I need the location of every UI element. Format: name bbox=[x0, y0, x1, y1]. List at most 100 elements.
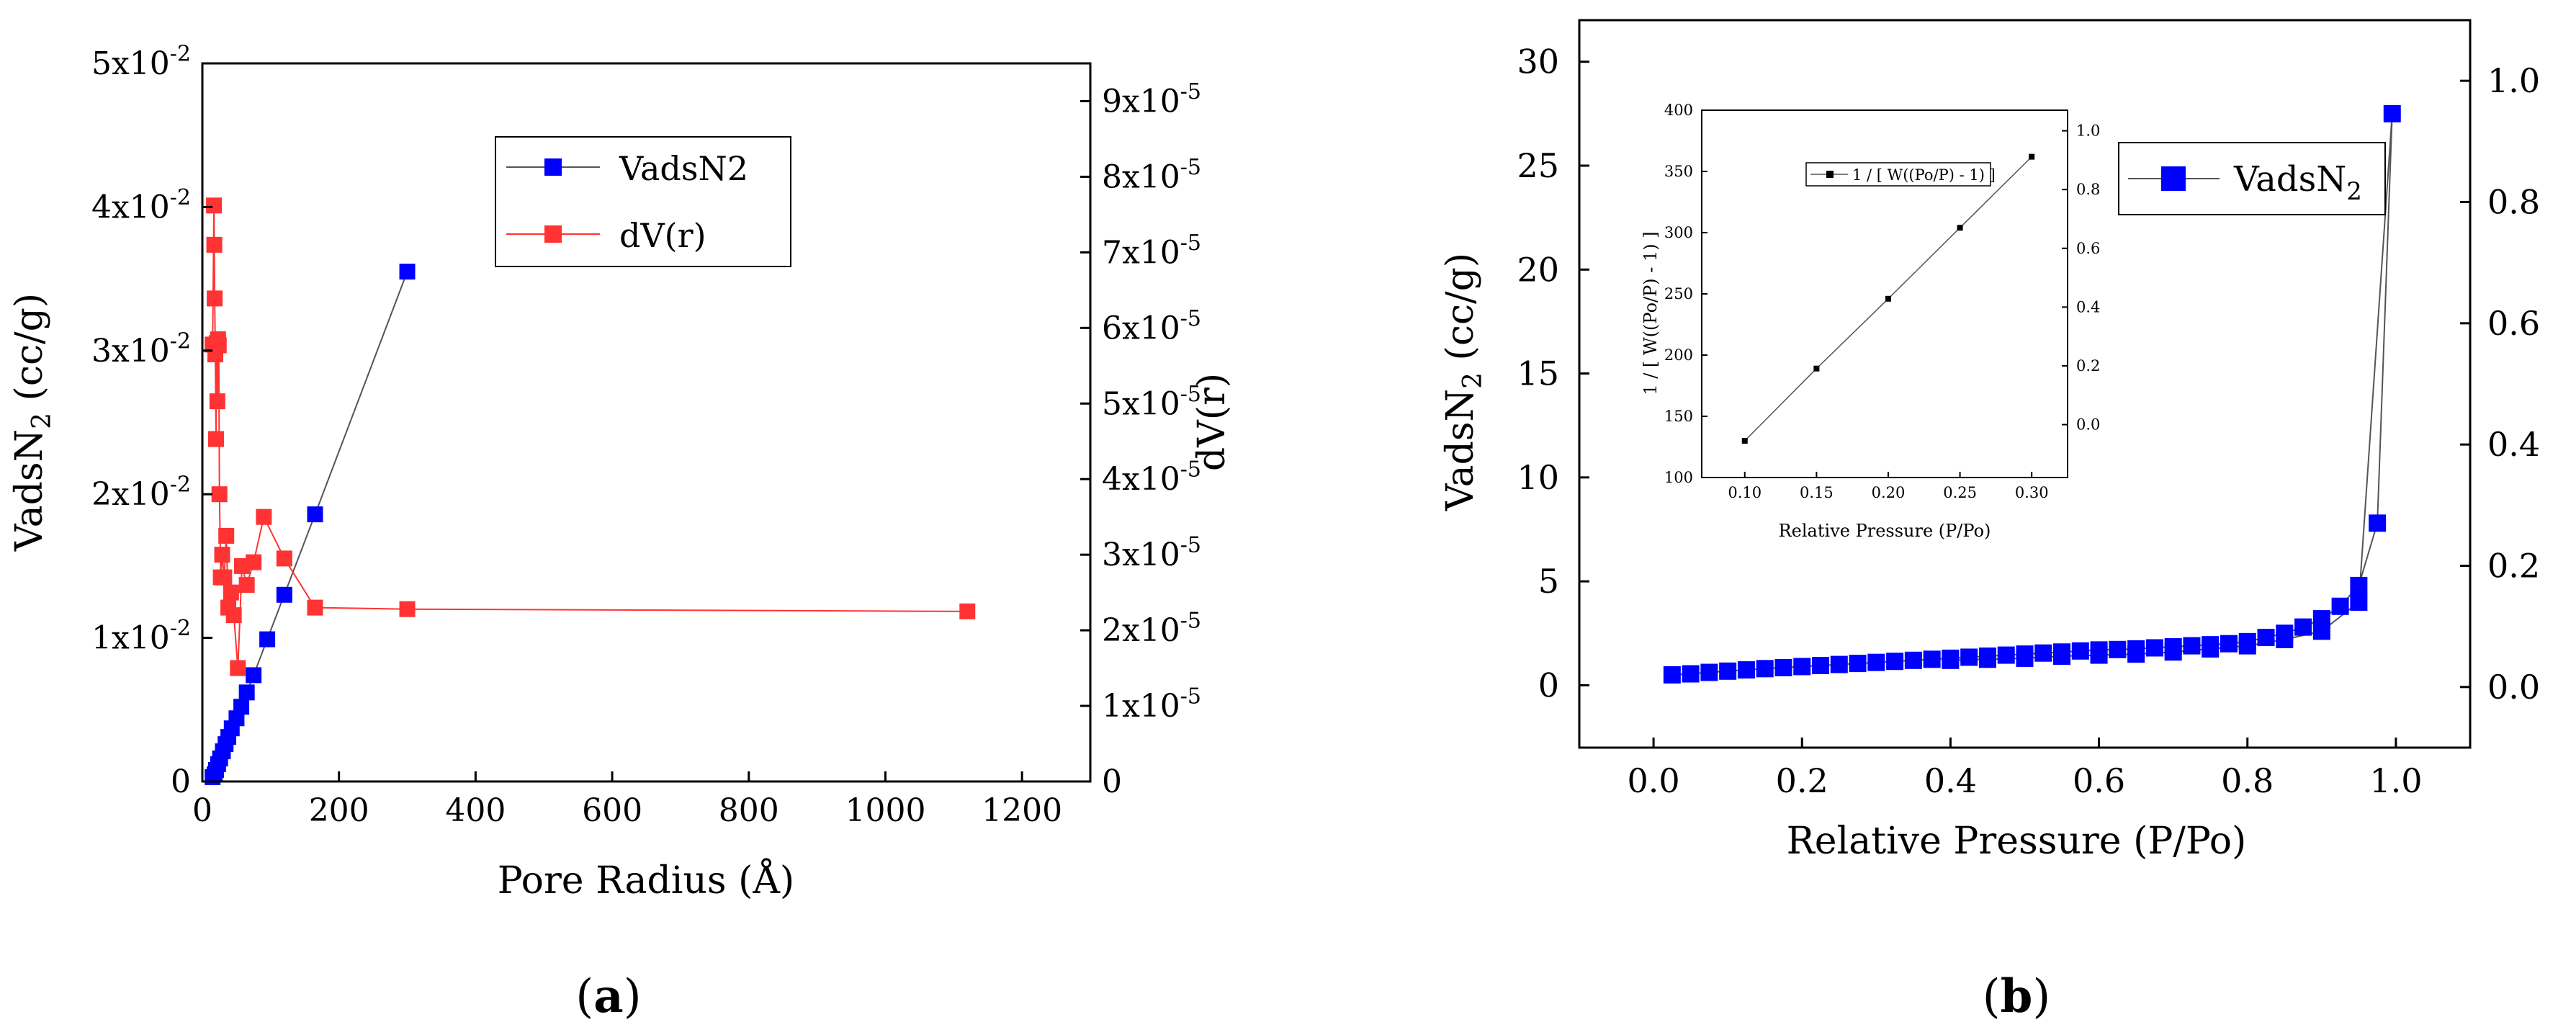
panel-a-y-tick-label-right: 2x10-5 bbox=[1102, 609, 1201, 649]
panel-a-point-dv bbox=[959, 603, 976, 619]
panel-b-adsorption-point bbox=[2145, 639, 2163, 657]
panel-b-plot-frame bbox=[1578, 19, 2472, 749]
panel-b-adsorption-point bbox=[2350, 576, 2368, 594]
inset-y-tick-label: 100 bbox=[1664, 469, 1693, 486]
inset-x-tick-label: 0.25 bbox=[1943, 484, 1977, 501]
panel-a-point-vads bbox=[246, 667, 262, 684]
panel-a-point-vads bbox=[399, 264, 416, 280]
panel-a-point-dv bbox=[225, 607, 242, 624]
panel-b-inset: 0.10 0.15 0.20 0.25 0.30 100 150 200 250 300 350 4… bbox=[1641, 102, 2100, 541]
panel-b-adsorption-point bbox=[2220, 635, 2238, 653]
panel-b-y-ticks-right: 0.0 0.2 0.4 0.6 0.8 1.0 bbox=[2460, 61, 2540, 707]
panel-b-adsorption-point bbox=[2383, 104, 2401, 122]
panel-a-y-axis-label-right: dV(r) bbox=[1190, 373, 1234, 471]
panel-a-legend-marker-vads bbox=[544, 158, 562, 176]
panel-b-adsorption-point bbox=[1960, 648, 1978, 666]
panel-a-y-tick-label-right: 6x10-5 bbox=[1102, 306, 1201, 346]
panel-b-y-tick-label-right: 0.8 bbox=[2487, 183, 2540, 222]
panel-a-point-dv bbox=[214, 547, 230, 563]
panel-a-legend-label-dv: dV(r) bbox=[619, 216, 706, 255]
panel-a-y-tick-label-left: 2x10-2 bbox=[91, 472, 191, 513]
panel-a-y-tick-label-right: 4x10-5 bbox=[1102, 457, 1201, 498]
panel-b-adsorption-point bbox=[1793, 658, 1811, 676]
inset-y-tick-label-right: 1.0 bbox=[2076, 122, 2100, 140]
inset-y-ticks-right: 0.0 0.2 0.4 0.6 0.8 1.0 bbox=[2062, 122, 2100, 434]
panel-a-y-tick-label-left: 1x10-2 bbox=[91, 616, 191, 656]
panel-b-adsorption-point bbox=[1978, 648, 1996, 666]
inset-x-tick-label: 0.30 bbox=[2015, 484, 2049, 501]
panel-b-adsorption-point bbox=[1849, 655, 1867, 673]
panel-b-adsorption-point bbox=[1737, 661, 1755, 679]
panel-a-point-dv bbox=[209, 393, 225, 410]
panel-a-y-tick-label-right: 5x10-5 bbox=[1102, 382, 1201, 422]
panel-a-point-vads bbox=[307, 506, 323, 523]
panel-b-adsorption-point bbox=[2016, 645, 2034, 663]
panel-a-y-tick-label-right: 0 bbox=[1102, 763, 1122, 800]
panel-b-adsorption-point bbox=[1830, 655, 1848, 673]
panel-a-x-tick-label: 400 bbox=[445, 792, 506, 829]
panel-b-series bbox=[1663, 104, 2401, 684]
panel-b-y-tick-label-right: 0.4 bbox=[2487, 425, 2540, 464]
panel-b-adsorption-point bbox=[1942, 649, 1960, 667]
inset-legend-marker bbox=[1826, 171, 1834, 178]
panel-b-y-tick-label-right: 0.2 bbox=[2487, 547, 2540, 586]
panel-a-y-tick-label-left: 3x10-2 bbox=[91, 328, 191, 369]
inset-y-tick-label: 350 bbox=[1664, 163, 1693, 180]
inset-y-tick-label-right: 0.8 bbox=[2076, 181, 2100, 198]
panel-b-y-tick-label-right: 0.6 bbox=[2487, 304, 2540, 343]
panel-b-adsorption-point bbox=[2257, 629, 2275, 647]
panel-b-adsorption-point bbox=[1682, 665, 1700, 683]
panel-b-y-tick-label: 5 bbox=[1538, 562, 1559, 601]
panel-b-legend-label: VadsN2 bbox=[2233, 159, 2362, 206]
panel-b-adsorption-point bbox=[2331, 597, 2349, 615]
panel-b-adsorption-point bbox=[2090, 641, 2108, 659]
panel-a-label: (a) bbox=[575, 969, 641, 1023]
panel-a-point-dv bbox=[276, 550, 292, 567]
panel-b-adsorption-point bbox=[1700, 663, 1718, 681]
panel-a-point-vads bbox=[233, 699, 250, 715]
panel-b-y-ticks-left: 0 5 10 15 20 25 30 bbox=[1517, 42, 1589, 704]
panel-b-adsorption-point bbox=[1756, 660, 1774, 678]
panel-a-y-tick-label-left: 4x10-2 bbox=[91, 185, 191, 225]
inset-point bbox=[1957, 225, 1963, 231]
inset-x-tick-label: 0.20 bbox=[1872, 484, 1906, 501]
inset-point bbox=[1885, 295, 1891, 302]
inset-point bbox=[2029, 153, 2035, 160]
panel-b-adsorption-point bbox=[1867, 653, 1885, 671]
panel-a-y-tick-label-right: 9x10-5 bbox=[1102, 79, 1201, 120]
panel-b-adsorption-point bbox=[2164, 638, 2182, 656]
panel-b-adsorption-point bbox=[2276, 624, 2294, 642]
inset-legend: 1 / [ W((Po/P) - 1) ] bbox=[1805, 162, 1996, 187]
panel-a-x-tick-label: 1000 bbox=[845, 792, 925, 829]
panel-b-y-axis-label: VadsN2 (cc/g) bbox=[1439, 253, 1488, 511]
panel-a-y-tick-label-right: 8x10-5 bbox=[1102, 155, 1201, 195]
panel-a-point-dv bbox=[230, 660, 246, 676]
panel-a-point-dv bbox=[216, 569, 233, 586]
panel-b-adsorption-point bbox=[2312, 610, 2330, 628]
panel-a-x-ticks: 0 200 400 600 800 1000 1200 bbox=[192, 771, 1062, 829]
panel-a-point-dv bbox=[307, 599, 323, 616]
panel-b-x-tick-label: 0.8 bbox=[2221, 761, 2274, 800]
panel-a-point-dv bbox=[399, 601, 416, 617]
inset-point bbox=[1813, 365, 1820, 372]
inset-point bbox=[1741, 438, 1748, 444]
inset-y-axis-label: 1 / [ W((Po/P) - 1) ] bbox=[1641, 231, 1661, 395]
panel-a-plot-frame bbox=[201, 62, 1092, 783]
inset-y-tick-label-right: 0.2 bbox=[2076, 357, 2100, 375]
panel-a-point-dv bbox=[211, 486, 228, 503]
panel-a-y-ticks-left: 0 1x10-2 2x10-2 3x10-2 4x10-2 5x10-2 bbox=[91, 42, 212, 800]
panel-a-point-dv bbox=[238, 577, 255, 593]
panel-b-x-tick-label: 0.4 bbox=[1924, 761, 1977, 800]
panel-a-legend: VadsN2 dV(r) bbox=[495, 136, 791, 267]
panel-a-y-tick-label-right: 7x10-5 bbox=[1102, 230, 1201, 271]
panel-b-y-tick-label: 0 bbox=[1538, 666, 1559, 704]
panel-b-adsorption-point bbox=[2034, 644, 2052, 662]
panel-a-y-tick-label-left: 0 bbox=[171, 763, 191, 800]
panel-b-adsorption-line bbox=[1671, 113, 2393, 676]
inset-y-tick-label: 150 bbox=[1664, 408, 1693, 425]
panel-b-adsorption-point bbox=[2053, 643, 2071, 661]
inset-y-tick-label: 250 bbox=[1664, 285, 1693, 303]
panel-b-adsorption-point bbox=[2109, 640, 2127, 658]
panel-b-legend-marker bbox=[2161, 166, 2186, 191]
